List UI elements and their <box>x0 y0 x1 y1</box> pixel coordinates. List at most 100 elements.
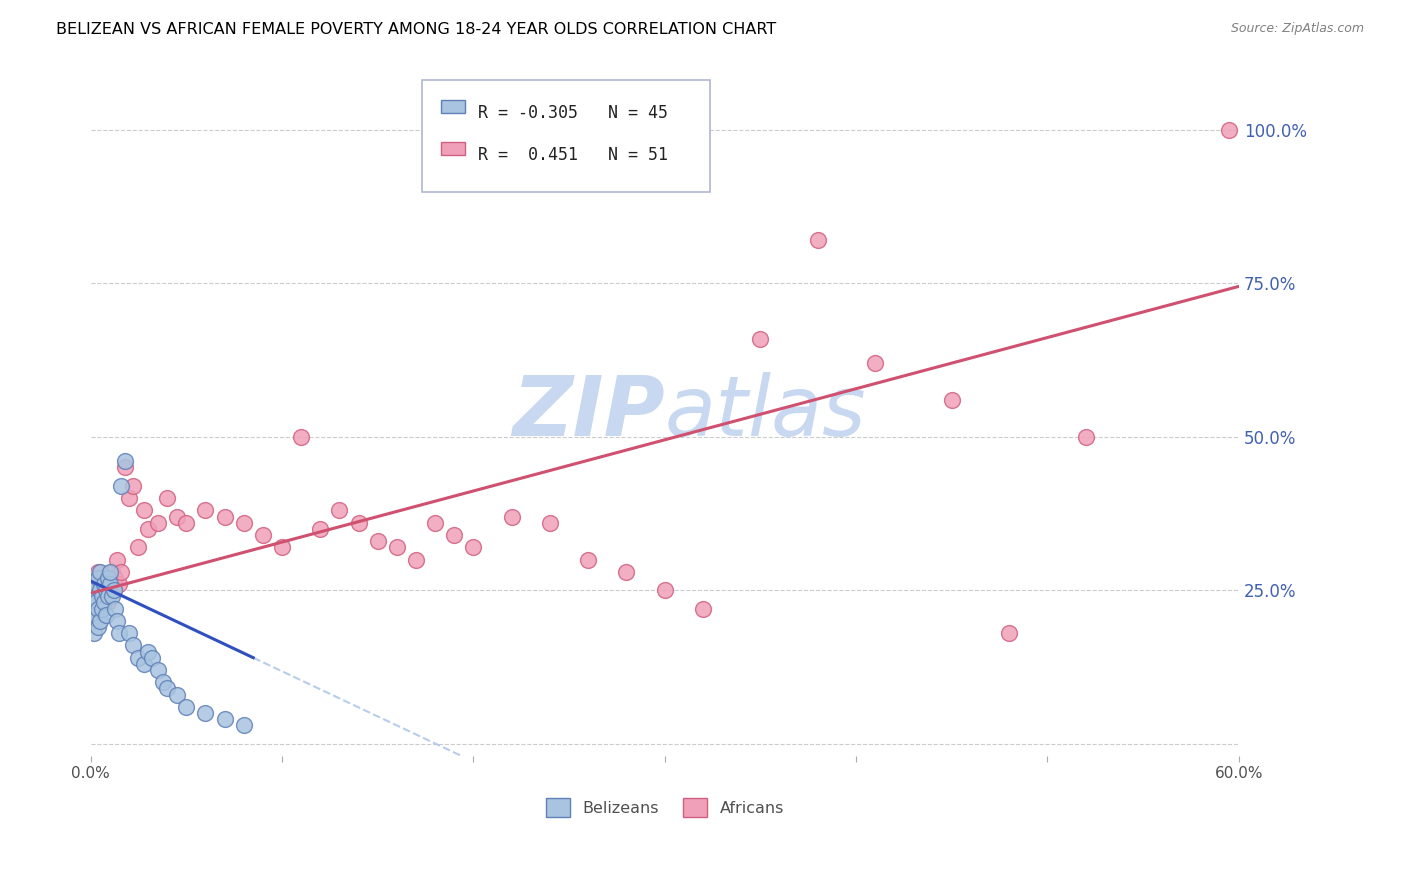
Point <box>97 595 120 609</box>
Point <box>127 540 149 554</box>
Point <box>91 590 114 604</box>
Point <box>232 516 254 530</box>
Point <box>405 552 427 566</box>
Point <box>134 503 156 517</box>
Point <box>89 590 111 604</box>
Point <box>271 540 294 554</box>
Point <box>423 516 446 530</box>
Point <box>110 479 132 493</box>
Point <box>146 516 169 530</box>
Point <box>94 583 117 598</box>
Point <box>127 650 149 665</box>
Point <box>118 491 141 505</box>
Point <box>166 688 188 702</box>
Point <box>194 503 217 517</box>
Point <box>91 601 114 615</box>
Point <box>86 595 108 609</box>
Point <box>89 565 111 579</box>
Point <box>121 479 143 493</box>
Point <box>114 460 136 475</box>
Point <box>107 552 129 566</box>
Point <box>152 675 174 690</box>
Point <box>87 565 110 579</box>
Point <box>104 571 127 585</box>
Point <box>367 534 389 549</box>
Point <box>134 657 156 671</box>
Point <box>290 430 312 444</box>
Point <box>576 552 599 566</box>
Point <box>941 392 963 407</box>
Point <box>443 528 465 542</box>
Point <box>141 650 163 665</box>
Point <box>1218 123 1240 137</box>
Point <box>87 620 110 634</box>
Point <box>538 516 561 530</box>
Point <box>176 516 198 530</box>
Point <box>692 601 714 615</box>
Point <box>89 583 111 598</box>
Point <box>103 583 125 598</box>
Point <box>98 565 121 579</box>
Point <box>1074 430 1097 444</box>
Point <box>83 590 105 604</box>
Point <box>94 583 117 598</box>
Text: BELIZEAN VS AFRICAN FEMALE POVERTY AMONG 18-24 YEAR OLDS CORRELATION CHART: BELIZEAN VS AFRICAN FEMALE POVERTY AMONG… <box>56 22 776 37</box>
Point <box>110 565 132 579</box>
Point <box>176 699 198 714</box>
Point <box>89 614 111 628</box>
Point <box>501 509 523 524</box>
Point <box>100 590 122 604</box>
Point <box>654 583 676 598</box>
Point <box>98 577 121 591</box>
Point <box>749 332 772 346</box>
Point <box>114 454 136 468</box>
Point <box>309 522 332 536</box>
Point <box>97 590 120 604</box>
Point <box>97 571 120 585</box>
Point <box>103 583 125 598</box>
Point <box>616 565 638 579</box>
Point <box>87 571 110 585</box>
Point <box>93 595 115 609</box>
Point <box>232 718 254 732</box>
Point <box>156 681 179 696</box>
Point <box>83 614 105 628</box>
Point <box>385 540 408 554</box>
Point <box>328 503 350 517</box>
Legend: Belizeans, Africans: Belizeans, Africans <box>538 791 790 823</box>
Point <box>86 577 108 591</box>
Point <box>156 491 179 505</box>
Point <box>463 540 485 554</box>
Text: ZIP: ZIP <box>512 372 665 453</box>
Point <box>83 626 105 640</box>
Point <box>214 509 236 524</box>
Point <box>121 639 143 653</box>
Text: atlas: atlas <box>665 372 866 453</box>
Point <box>118 626 141 640</box>
Point <box>108 626 131 640</box>
Text: R = -0.305   N = 45: R = -0.305 N = 45 <box>478 104 668 122</box>
Point <box>136 644 159 658</box>
Text: R =  0.451   N = 51: R = 0.451 N = 51 <box>478 146 668 164</box>
Text: Source: ZipAtlas.com: Source: ZipAtlas.com <box>1230 22 1364 36</box>
Point <box>82 601 104 615</box>
Point <box>94 607 117 622</box>
Point <box>146 663 169 677</box>
Point <box>93 577 115 591</box>
Point <box>98 577 121 591</box>
Point <box>194 706 217 720</box>
Point <box>347 516 370 530</box>
Point <box>998 626 1021 640</box>
Point <box>807 233 830 247</box>
Point <box>252 528 274 542</box>
Point <box>86 607 108 622</box>
Point <box>107 614 129 628</box>
Point <box>136 522 159 536</box>
Point <box>104 601 127 615</box>
Point <box>100 565 122 579</box>
Point <box>166 509 188 524</box>
Point <box>108 577 131 591</box>
Point <box>863 356 886 370</box>
Point <box>214 712 236 726</box>
Point <box>83 577 105 591</box>
